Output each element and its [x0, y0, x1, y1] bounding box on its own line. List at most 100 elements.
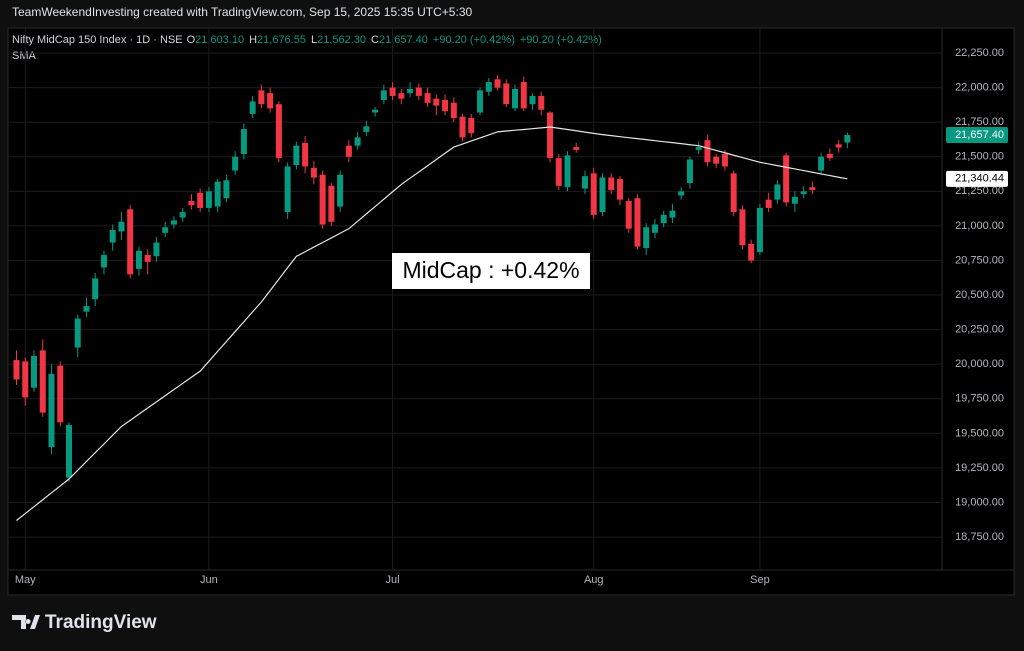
candle-body: [284, 166, 291, 213]
candle-body: [660, 214, 667, 224]
price-label: 21,657.40: [955, 129, 1004, 141]
candle-body: [459, 116, 466, 138]
y-tick-label: 21,500.00: [955, 151, 1004, 163]
axes: 18,750.00 19,000.00 19,250.00 19,500.00 19,7…: [15, 47, 1008, 586]
candle-body: [520, 82, 527, 109]
candle-body: [13, 360, 20, 380]
candle-body: [713, 156, 720, 164]
change: +90.20 (+0.42%): [520, 34, 602, 46]
y-tick-label: 19,500.00: [955, 427, 1004, 439]
candle-body: [249, 101, 256, 114]
candle-body: [581, 176, 588, 189]
candle-body: [127, 209, 134, 275]
brand-name: TradingView: [45, 612, 157, 633]
candle-body: [433, 98, 440, 106]
candle-body: [74, 318, 81, 348]
legend: Nifty MidCap 150 Index · 1D · NSE O21,603…: [12, 34, 602, 62]
candle-body: [415, 87, 422, 96]
brand-icon: [12, 615, 40, 629]
candle-body: [512, 88, 519, 109]
candle-body: [678, 191, 685, 196]
candle-body: [30, 355, 37, 388]
candle-body: [197, 192, 204, 208]
legend-line: Nifty MidCap 150 Index · 1D · NSE O21,603…: [12, 34, 602, 46]
y-tick-label: 22,000.00: [955, 82, 1004, 94]
candle-body: [529, 95, 536, 105]
change: +90.20 (+0.42%): [433, 34, 515, 46]
candle-body: [205, 191, 212, 208]
candle-body: [485, 82, 492, 92]
candle-body: [232, 156, 239, 171]
candle-body: [573, 147, 580, 150]
candle-body: [442, 100, 449, 112]
y-tick-label: 20,750.00: [955, 254, 1004, 266]
candle-body: [100, 254, 107, 268]
candle-body: [590, 173, 597, 215]
candle-body: [170, 220, 177, 225]
candle-body: [83, 306, 90, 312]
marks: [13, 75, 851, 521]
candle-body: [826, 153, 833, 159]
y-tick-label: 21,750.00: [955, 116, 1004, 128]
candle-body: [22, 361, 29, 398]
candle-body: [240, 129, 247, 154]
candle-body: [144, 254, 151, 262]
candle-body: [337, 174, 344, 207]
x-tick-label: May: [15, 574, 36, 586]
candle-body: [179, 212, 186, 218]
candle-body: [555, 158, 562, 186]
candle-body: [791, 196, 798, 204]
candle-body: [608, 177, 615, 190]
candle-body: [407, 88, 414, 94]
candle-body: [538, 95, 545, 110]
y-tick-label: 21,250.00: [955, 185, 1004, 197]
candle-body: [328, 185, 335, 222]
sma-line: [16, 126, 848, 521]
ohlc-value: 21,603.10: [195, 34, 244, 46]
candle-body: [354, 137, 361, 146]
y-tick-label: 19,750.00: [955, 393, 1004, 405]
y-tick-label: 19,250.00: [955, 462, 1004, 474]
candle-body: [135, 250, 142, 269]
candle-body: [634, 198, 641, 247]
candle-body: [599, 177, 606, 213]
candle-body: [267, 93, 274, 109]
y-tick-label: 20,000.00: [955, 358, 1004, 370]
brand-logo: TradingView: [12, 612, 157, 633]
candle-body: [188, 201, 195, 206]
ohlc-key: O: [187, 34, 196, 46]
y-tick-label: 20,500.00: [955, 289, 1004, 301]
y-tick-label: 18,750.00: [955, 531, 1004, 543]
candle-body: [48, 373, 55, 448]
ohlc-value: 21,676.55: [257, 34, 306, 46]
candle-body: [57, 365, 64, 423]
candle-body: [109, 230, 116, 243]
annotation: MidCap : +0.42%: [392, 253, 590, 289]
candle-body: [92, 278, 99, 300]
ohlc-key: H: [249, 34, 257, 46]
candle-body: [310, 167, 317, 178]
candle-body: [162, 227, 169, 233]
candle-body: [302, 142, 309, 167]
candle-body: [65, 425, 72, 478]
candle-body: [669, 210, 676, 218]
price-label: 21,340.44: [955, 173, 1004, 185]
candle-body: [765, 199, 772, 208]
candle-body: [616, 178, 623, 200]
candle-body: [468, 118, 475, 134]
candle-body: [739, 209, 746, 246]
candle-body: [756, 207, 763, 253]
ohlc-value: 21,562.30: [317, 34, 366, 46]
candle-body: [695, 147, 702, 150]
y-tick-label: 19,000.00: [955, 496, 1004, 508]
candle-body: [398, 93, 405, 99]
x-tick-label: Jun: [200, 574, 218, 586]
y-tick-label: 20,250.00: [955, 324, 1004, 336]
y-tick-label: 22,250.00: [955, 47, 1004, 59]
candle-body: [686, 159, 693, 184]
chart-panel: [7, 27, 1015, 596]
candle-body: [748, 243, 755, 261]
candle-body: [800, 191, 807, 195]
x-tick-label: Sep: [750, 574, 770, 586]
ohlc-key: L: [311, 34, 317, 46]
